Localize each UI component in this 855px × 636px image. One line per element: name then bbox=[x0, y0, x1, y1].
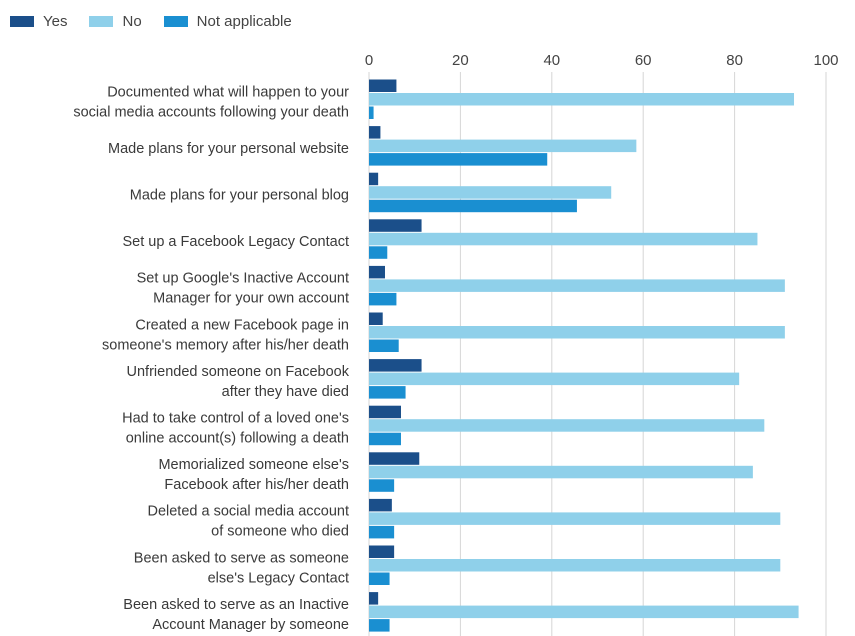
category-label-6-0: Unfriended someone on Facebook bbox=[127, 364, 350, 380]
bar-no-3 bbox=[369, 232, 758, 246]
legend-item-yes: Yes bbox=[10, 13, 67, 30]
bar-not-applicable-2 bbox=[369, 199, 577, 213]
bar-yes-6 bbox=[369, 359, 422, 372]
x-tick-label-80: 80 bbox=[726, 52, 743, 69]
bar-no-0 bbox=[369, 93, 795, 106]
legend-swatch-no bbox=[89, 15, 114, 27]
legend-item-no: No bbox=[89, 12, 142, 30]
bar-not-applicable-7 bbox=[369, 432, 401, 446]
x-tick-label-0: 0 bbox=[365, 52, 373, 69]
category-label-10-1: else's Legacy Contact bbox=[208, 570, 349, 586]
bar-not-applicable-4 bbox=[369, 292, 397, 306]
bar-no-11 bbox=[369, 605, 799, 619]
category-label-9-0: Deleted a social media account bbox=[147, 504, 349, 520]
category-label-9-1: of someone who died bbox=[211, 524, 349, 540]
bar-no-5 bbox=[369, 326, 785, 339]
category-label-6-1: after they have died bbox=[222, 384, 349, 400]
category-label-1-0: Made plans for your personal website bbox=[108, 141, 349, 157]
bar-yes-4 bbox=[369, 265, 385, 279]
bar-not-applicable-0 bbox=[369, 106, 374, 119]
category-label-11-1: Account Manager by someone bbox=[152, 617, 349, 633]
bar-not-applicable-3 bbox=[369, 246, 388, 259]
bar-yes-7 bbox=[369, 405, 401, 419]
legend-label-not-applicable: Not applicable bbox=[196, 12, 292, 30]
category-label-0-0: Documented what will happen to your bbox=[107, 84, 349, 100]
x-tick-label-40: 40 bbox=[543, 52, 560, 69]
bar-yes-11 bbox=[369, 592, 379, 605]
bar-not-applicable-10 bbox=[369, 572, 390, 585]
bar-no-10 bbox=[369, 559, 781, 572]
bar-not-applicable-11 bbox=[369, 619, 390, 632]
bar-yes-5 bbox=[369, 312, 383, 325]
bar-yes-2 bbox=[369, 172, 379, 186]
category-label-7-0: Had to take control of a loved one's bbox=[122, 411, 349, 427]
category-label-5-1: someone's memory after his/her death bbox=[102, 337, 349, 353]
category-label-5-0: Created a new Facebook page in bbox=[135, 317, 349, 333]
bar-yes-8 bbox=[369, 452, 420, 465]
category-label-8-1: Facebook after his/her death bbox=[164, 477, 349, 493]
category-label-11-0: Been asked to serve as an Inactive bbox=[123, 597, 349, 613]
bar-yes-10 bbox=[369, 545, 395, 558]
legend-label-yes: Yes bbox=[43, 12, 68, 30]
legend-swatch-not-applicable bbox=[163, 15, 188, 27]
legend-swatch-yes bbox=[10, 15, 34, 27]
category-label-4-0: Set up Google's Inactive Account bbox=[137, 271, 349, 287]
bar-no-7 bbox=[369, 419, 765, 432]
legend-item-not-applicable: Not applicable bbox=[163, 12, 292, 30]
bar-no-8 bbox=[369, 465, 753, 479]
bar-not-applicable-8 bbox=[369, 479, 395, 492]
bar-no-9 bbox=[369, 512, 781, 525]
category-label-8-0: Memorialized someone else's bbox=[158, 457, 349, 473]
x-tick-label-100: 100 bbox=[813, 52, 838, 69]
legend-label-no: No bbox=[122, 12, 142, 30]
bar-not-applicable-6 bbox=[369, 386, 406, 399]
category-label-3-0: Set up a Facebook Legacy Contact bbox=[122, 234, 349, 250]
x-tick-label-20: 20 bbox=[452, 52, 469, 69]
bar-not-applicable-9 bbox=[369, 525, 395, 539]
bar-yes-3 bbox=[369, 219, 422, 232]
bar-yes-9 bbox=[369, 498, 392, 512]
bar-not-applicable-1 bbox=[369, 153, 548, 166]
bar-not-applicable-5 bbox=[369, 339, 399, 352]
category-label-7-1: online account(s) following a death bbox=[126, 431, 349, 447]
bar-no-4 bbox=[369, 279, 785, 292]
bar-no-2 bbox=[369, 186, 612, 199]
category-label-10-0: Been asked to serve as someone bbox=[134, 550, 349, 566]
bar-no-6 bbox=[369, 372, 740, 386]
x-tick-label-60: 60 bbox=[635, 52, 652, 69]
chart-legend: Yes No Not applicable bbox=[10, 10, 314, 32]
bar-no-1 bbox=[369, 139, 637, 153]
bar-yes-0 bbox=[369, 79, 397, 92]
category-label-0-1: social media accounts following your dea… bbox=[73, 104, 349, 120]
bar-yes-1 bbox=[369, 126, 381, 139]
category-label-2-0: Made plans for your personal blog bbox=[130, 188, 349, 204]
category-label-4-1: Manager for your own account bbox=[153, 291, 349, 307]
